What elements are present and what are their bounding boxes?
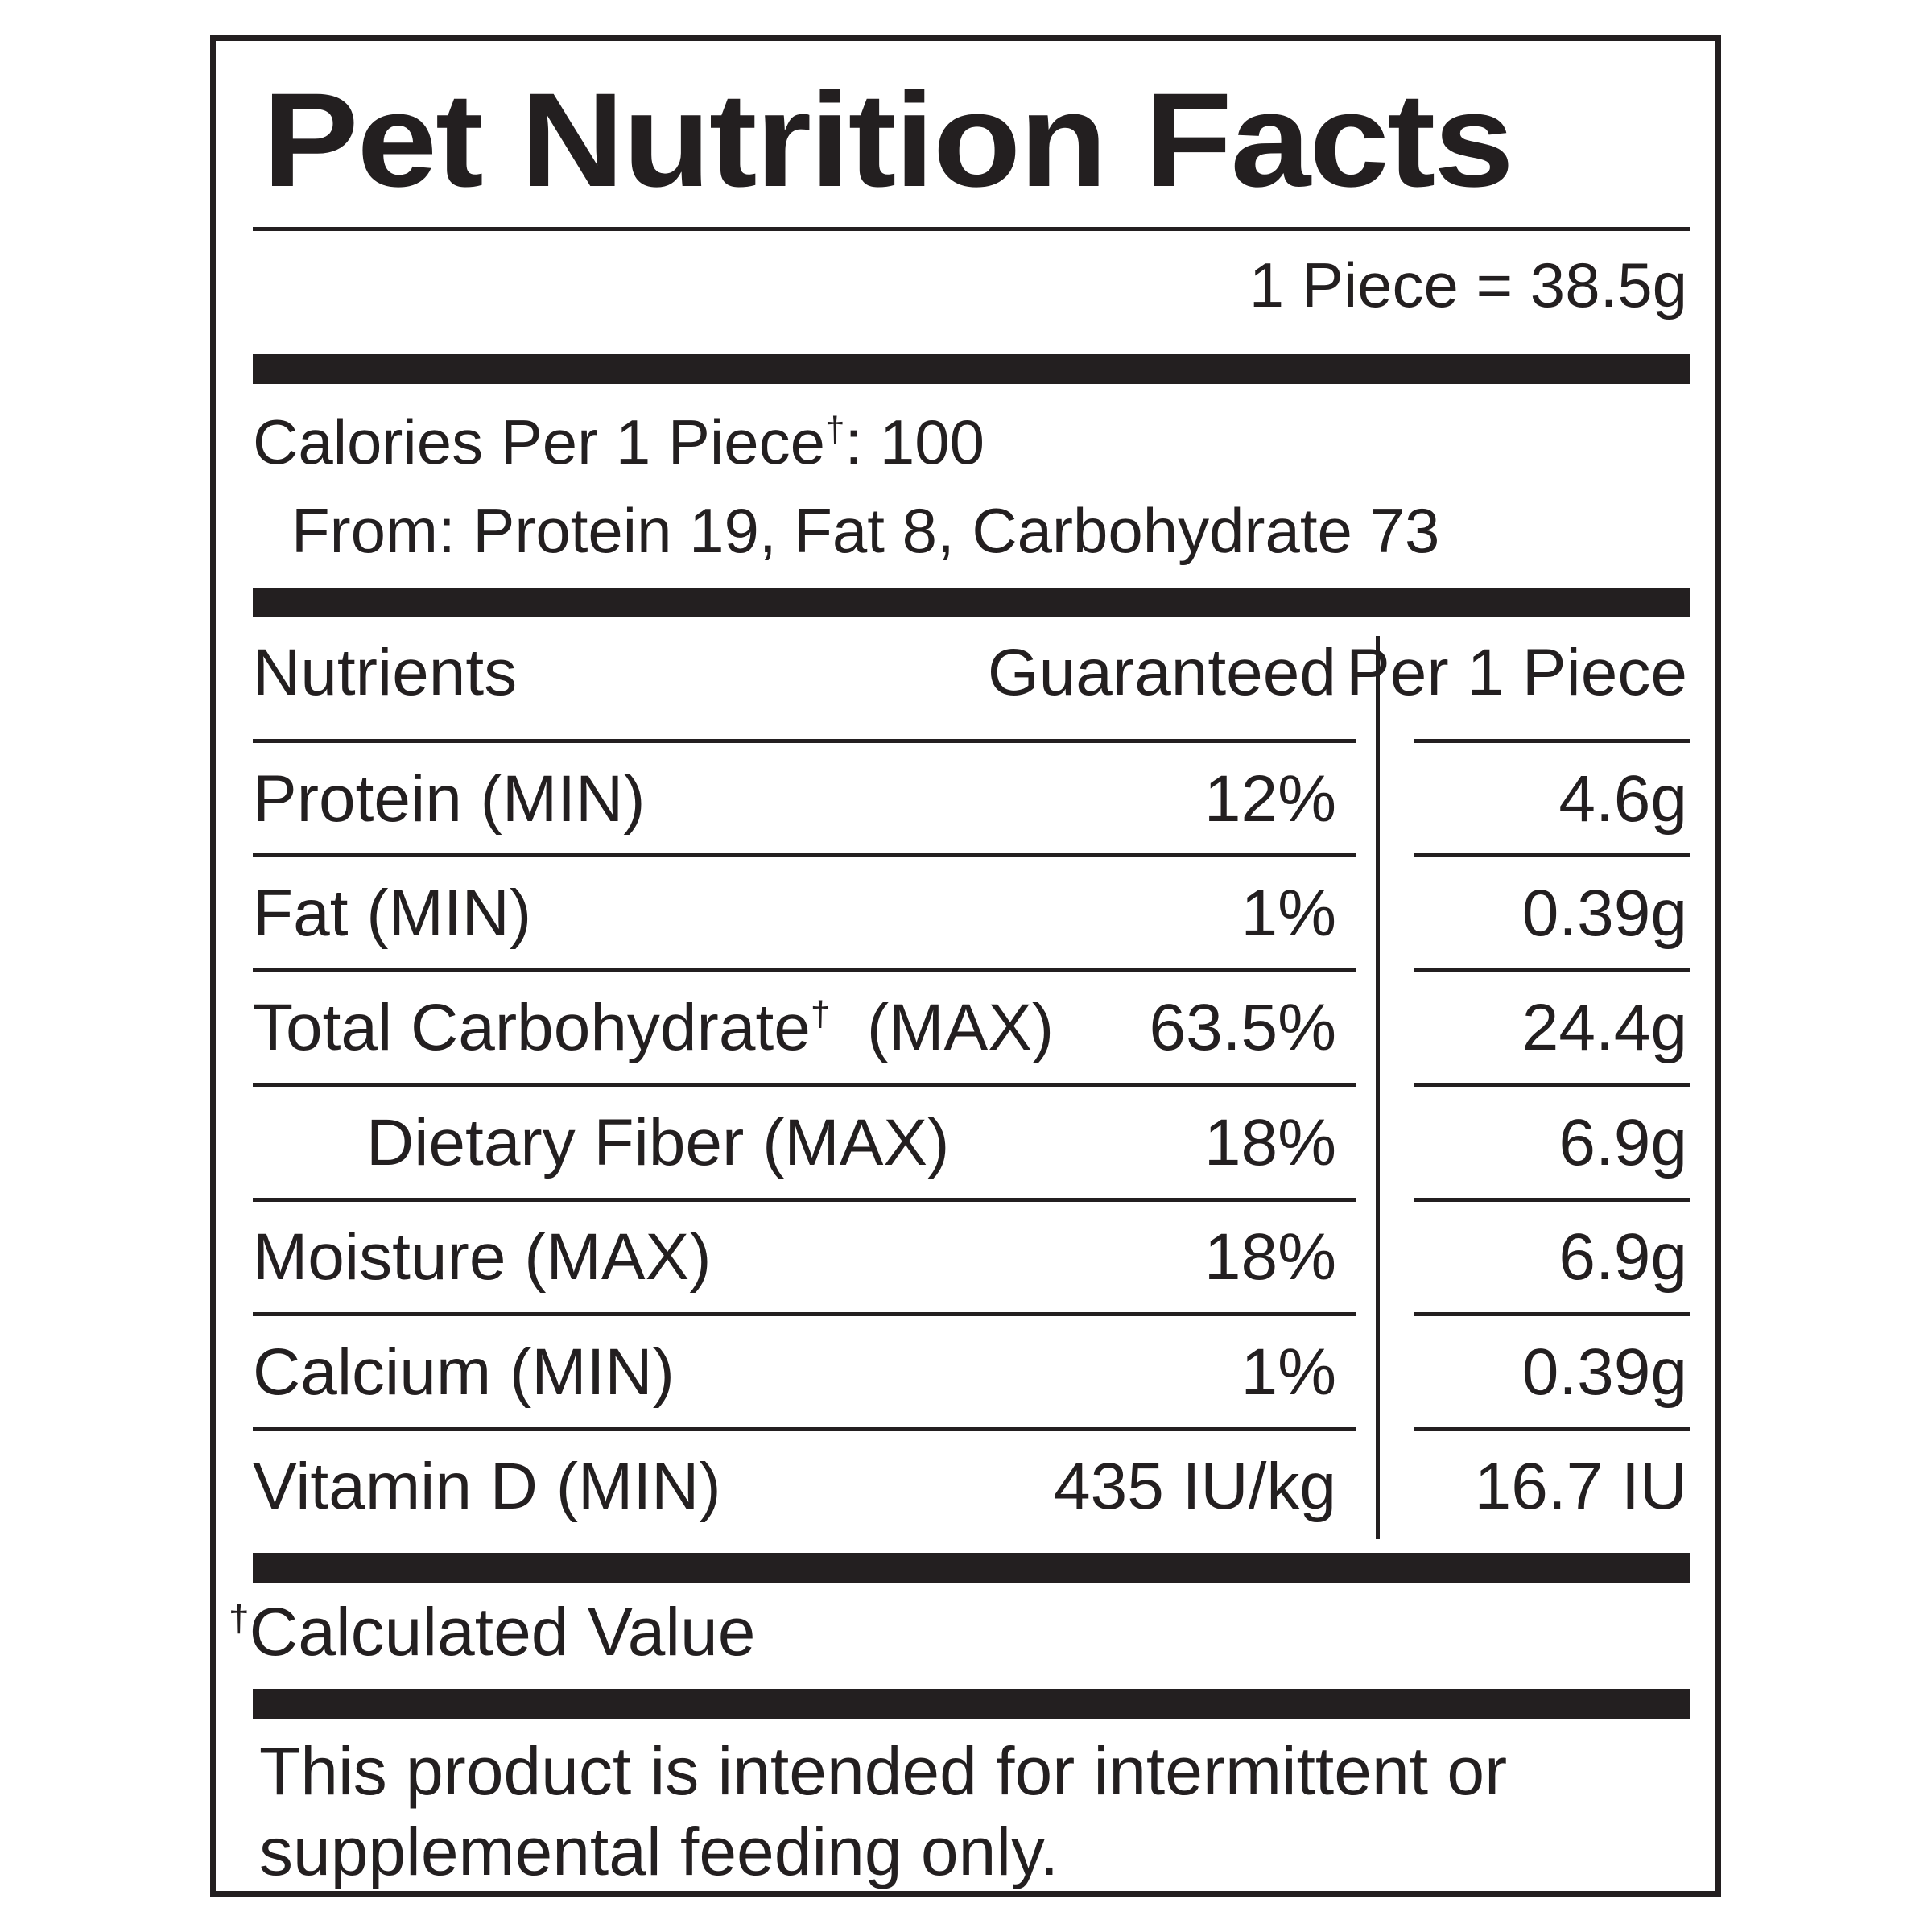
footnote: †Calculated Value [229, 1598, 755, 1666]
serving-divider [253, 354, 1690, 384]
calories-value: : 100 [844, 407, 985, 477]
nutrient-name: Dietary Fiber (MAX) [366, 1106, 950, 1179]
nutrient-name: Calcium (MIN) [253, 1335, 675, 1409]
row-rule-right [1414, 1312, 1690, 1316]
disclaimer-line: supplemental feeding only. [259, 1814, 1059, 1889]
row-rule-left [253, 1427, 1356, 1431]
header-guaranteed: Guaranteed [987, 636, 1336, 709]
nutrient-guaranteed: 1% [1241, 877, 1336, 950]
calories-line: Calories Per 1 Piece†: 100 [253, 411, 985, 473]
row-rule-right [1414, 968, 1690, 972]
nutrient-guaranteed: 12% [1203, 762, 1336, 836]
nutrient-name: Total Carbohydrate† (MAX) [253, 995, 1054, 1061]
nutrient-dagger: † [810, 994, 831, 1034]
nutrient-per-piece: 24.4g [1521, 991, 1687, 1064]
nutrient-per-piece: 0.39g [1521, 1335, 1687, 1409]
row-rule-right [1414, 739, 1690, 743]
row-rule-left [253, 1083, 1356, 1087]
nutrient-name: Moisture (MAX) [253, 1220, 712, 1294]
row-rule-right [1414, 1198, 1690, 1202]
label-title: Pet Nutrition Facts [262, 66, 1514, 215]
feeding-disclaimer: This product is intended for intermitten… [259, 1731, 1676, 1892]
calories-divider [253, 588, 1690, 617]
row-rule-left [253, 1198, 1356, 1202]
nutrient-per-piece: 0.39g [1521, 877, 1687, 950]
nutrient-per-piece: 6.9g [1558, 1220, 1687, 1294]
footnote-dagger: † [229, 1597, 250, 1639]
nutrient-per-piece: 16.7 IU [1474, 1450, 1687, 1523]
title-divider [253, 227, 1690, 231]
row-rule-left [253, 1312, 1356, 1316]
row-rule-right [1414, 853, 1690, 857]
column-divider [1376, 636, 1380, 1539]
row-rule-left [253, 739, 1356, 743]
calories-from: From: Protein 19, Fat 8, Carbohydrate 73 [291, 495, 1440, 566]
nutrient-per-piece: 4.6g [1558, 762, 1687, 836]
nutrient-per-piece: 6.9g [1558, 1106, 1687, 1179]
table-bottom-divider [253, 1553, 1690, 1583]
calories-label: Calories Per 1 Piece [253, 407, 825, 477]
row-rule-right [1414, 1427, 1690, 1431]
serving-size: 1 Piece = 38.5g [1249, 250, 1687, 320]
disclaimer-line: This product is intended for intermitten… [259, 1733, 1508, 1809]
header-per-piece: Per 1 Piece [1346, 636, 1687, 709]
nutrient-name: Vitamin D (MIN) [253, 1450, 721, 1523]
nutrient-name: Protein (MIN) [253, 762, 646, 836]
header-nutrients: Nutrients [253, 636, 518, 709]
nutrient-guaranteed: 18% [1203, 1106, 1336, 1179]
nutrient-name-text: Total Carbohydrate [253, 991, 811, 1064]
row-rule-right [1414, 1083, 1690, 1087]
nutrient-name: Fat (MIN) [253, 877, 532, 950]
nutrient-name-suffix: (MAX) [830, 991, 1055, 1064]
row-rule-left [253, 968, 1356, 972]
nutrient-guaranteed: 63.5% [1149, 991, 1336, 1064]
footnote-divider [253, 1689, 1690, 1719]
calories-dagger: † [825, 410, 845, 449]
nutrition-label-frame [210, 35, 1721, 1897]
footnote-text: Calculated Value [249, 1594, 756, 1670]
nutrient-guaranteed: 435 IU/kg [1054, 1450, 1336, 1523]
nutrient-guaranteed: 1% [1241, 1335, 1336, 1409]
row-rule-left [253, 853, 1356, 857]
nutrient-guaranteed: 18% [1203, 1220, 1336, 1294]
